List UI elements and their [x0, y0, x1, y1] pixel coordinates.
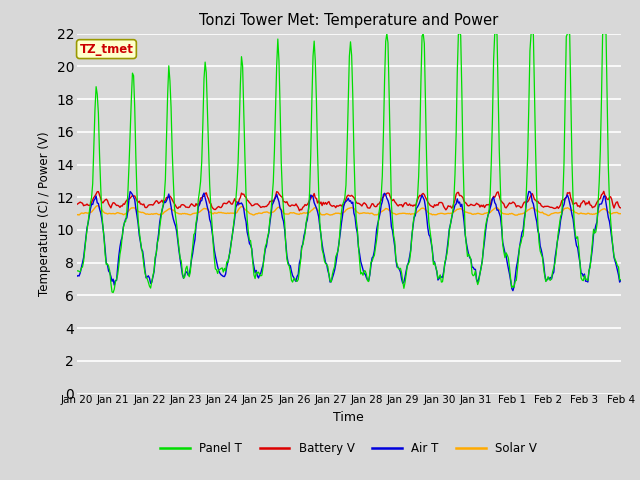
Title: Tonzi Tower Met: Temperature and Power: Tonzi Tower Met: Temperature and Power: [199, 13, 499, 28]
X-axis label: Time: Time: [333, 410, 364, 423]
Y-axis label: Temperature (C) / Power (V): Temperature (C) / Power (V): [38, 132, 51, 296]
Text: TZ_tmet: TZ_tmet: [79, 43, 133, 56]
Legend: Panel T, Battery V, Air T, Solar V: Panel T, Battery V, Air T, Solar V: [156, 437, 542, 460]
